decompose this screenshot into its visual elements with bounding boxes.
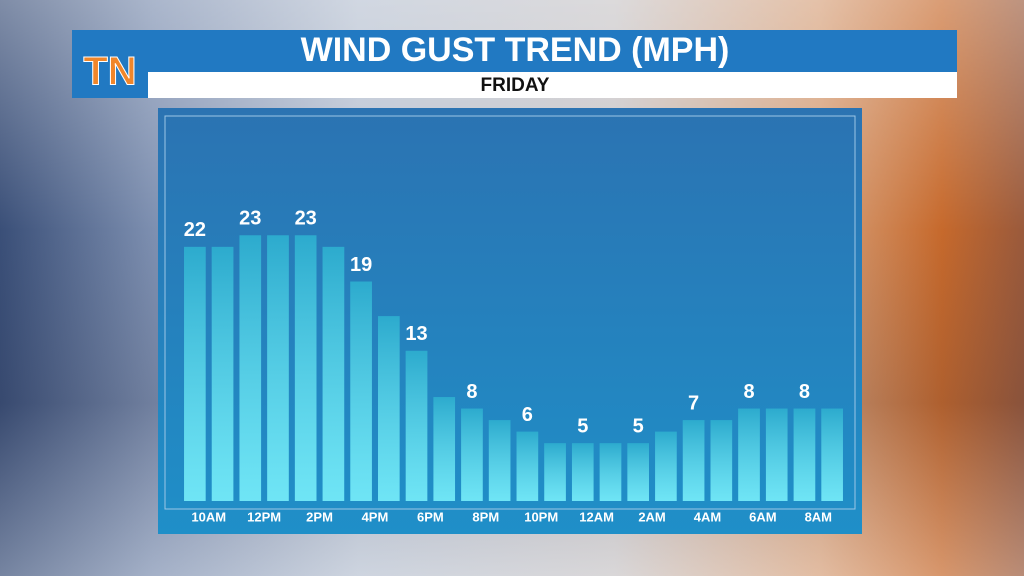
data-label: 5 <box>577 416 588 438</box>
chart-title: WIND GUST TREND (MPH) <box>301 31 730 69</box>
bar-shade <box>433 397 456 501</box>
x-tick-label: 2AM <box>638 509 665 524</box>
data-label: 5 <box>633 416 644 438</box>
bar-shade <box>488 420 511 501</box>
data-label: 13 <box>405 323 427 345</box>
bar-shade <box>239 235 262 501</box>
x-tick-label: 10PM <box>524 509 558 524</box>
title-bar <box>72 30 957 72</box>
x-tick-label: 2PM <box>306 509 333 524</box>
bar-shade <box>211 246 234 501</box>
bar-shade <box>738 408 760 501</box>
data-label: 23 <box>295 208 317 230</box>
x-tick-label: 10AM <box>191 509 226 524</box>
bar-shade <box>184 246 206 501</box>
bar-shade <box>405 350 428 501</box>
bar-shade <box>267 235 289 501</box>
subtitle-bar <box>148 72 957 98</box>
bar-shade <box>544 443 566 501</box>
bar-shade <box>655 431 677 501</box>
bar-shade <box>322 246 345 501</box>
x-tick-label: 4AM <box>694 509 721 524</box>
x-tick-label: 8AM <box>805 509 832 524</box>
bar-shade <box>294 235 317 501</box>
bar-shade <box>516 431 539 501</box>
panel-border <box>164 115 856 510</box>
data-label: 6 <box>522 404 533 426</box>
bar-shade <box>793 408 816 501</box>
x-tick-label: 4PM <box>362 509 389 524</box>
data-label: 22 <box>184 219 206 241</box>
logo-box <box>72 30 148 98</box>
bar-shade <box>461 408 483 501</box>
data-label: 8 <box>743 381 754 403</box>
bar-shade <box>599 443 622 501</box>
bar-shade <box>571 443 594 501</box>
logo: TN <box>83 50 136 94</box>
x-tick-label: 8PM <box>472 509 499 524</box>
x-tick-label: 6PM <box>417 509 444 524</box>
data-label: 19 <box>350 254 372 276</box>
bar-shade <box>710 420 733 501</box>
x-tick-label: 6AM <box>749 509 776 524</box>
x-tick-label: 12PM <box>247 509 281 524</box>
chart-subtitle: FRIDAY <box>481 75 550 96</box>
bar-shade <box>378 316 400 501</box>
data-label: 8 <box>466 381 477 403</box>
data-label: 8 <box>799 381 810 403</box>
bar-shade <box>627 443 649 501</box>
data-label: 7 <box>688 392 699 414</box>
bar-shade <box>682 420 705 501</box>
data-label: 23 <box>239 208 261 230</box>
bar-shade <box>350 281 372 501</box>
bar-shade <box>765 408 788 501</box>
bar-shade <box>821 408 843 501</box>
x-tick-label: 12AM <box>579 509 614 524</box>
